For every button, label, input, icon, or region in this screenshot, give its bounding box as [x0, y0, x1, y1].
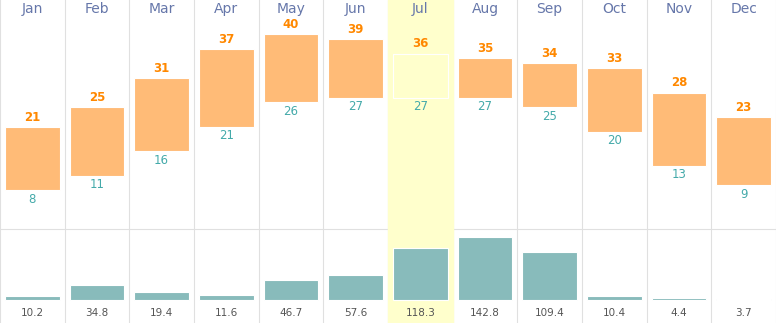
Text: Oct: Oct	[602, 2, 626, 16]
Text: Sep: Sep	[537, 2, 563, 16]
Text: 4.4: 4.4	[670, 308, 688, 318]
Text: 109.4: 109.4	[535, 308, 565, 318]
Bar	[393, 248, 448, 300]
Bar	[264, 280, 318, 300]
Text: 46.7: 46.7	[279, 308, 303, 318]
Text: Jan: Jan	[22, 2, 43, 16]
Text: 27: 27	[413, 100, 428, 113]
Text: 33: 33	[606, 52, 622, 65]
Text: 23: 23	[736, 101, 752, 114]
Text: May: May	[276, 2, 306, 16]
Text: Dec: Dec	[730, 2, 757, 16]
Text: 13: 13	[671, 169, 687, 182]
Text: 11: 11	[89, 178, 105, 191]
Bar	[716, 117, 771, 185]
Bar	[264, 34, 318, 102]
Bar	[199, 295, 254, 300]
Bar	[5, 127, 60, 190]
Bar	[328, 39, 383, 98]
Text: 11.6: 11.6	[215, 308, 238, 318]
Text: Mar: Mar	[148, 2, 175, 16]
Bar	[134, 292, 189, 300]
Bar	[652, 93, 706, 166]
Text: 34.8: 34.8	[85, 308, 109, 318]
Text: 40: 40	[282, 18, 300, 31]
Text: Aug: Aug	[472, 2, 498, 16]
Text: Apr: Apr	[214, 2, 238, 16]
Text: 35: 35	[476, 42, 494, 55]
Text: 57.6: 57.6	[344, 308, 367, 318]
Text: 3.7: 3.7	[736, 308, 752, 318]
Text: Jun: Jun	[345, 2, 366, 16]
Bar	[134, 78, 189, 151]
Bar	[328, 275, 383, 300]
Text: 31: 31	[154, 62, 170, 75]
Text: 36: 36	[412, 37, 428, 50]
Bar	[587, 296, 642, 300]
Text: 28: 28	[670, 77, 688, 89]
Text: 21: 21	[24, 110, 40, 124]
Text: 8: 8	[29, 193, 36, 206]
Text: Jul: Jul	[412, 2, 428, 16]
Bar	[652, 298, 706, 300]
Text: 19.4: 19.4	[150, 308, 173, 318]
Text: 142.8: 142.8	[470, 308, 500, 318]
Text: Feb: Feb	[85, 2, 109, 16]
Text: 26: 26	[283, 105, 299, 118]
Text: 21: 21	[219, 130, 234, 142]
Bar	[199, 49, 254, 127]
Bar	[522, 252, 577, 300]
Text: 10.4: 10.4	[603, 308, 626, 318]
Text: 20: 20	[607, 134, 622, 147]
Bar	[587, 68, 642, 132]
Text: 25: 25	[542, 110, 557, 123]
Text: 10.2: 10.2	[21, 308, 44, 318]
Bar	[458, 237, 512, 300]
Bar	[458, 58, 512, 98]
Bar	[5, 296, 60, 300]
Bar	[70, 107, 124, 176]
Bar	[70, 285, 124, 300]
Text: 9: 9	[740, 188, 747, 201]
Bar	[393, 54, 448, 98]
Text: 27: 27	[348, 100, 363, 113]
Text: Nov: Nov	[666, 2, 692, 16]
Text: 39: 39	[348, 23, 364, 36]
Bar	[716, 299, 771, 300]
Text: 118.3: 118.3	[405, 308, 435, 318]
Bar	[522, 63, 577, 107]
Text: 16: 16	[154, 154, 169, 167]
Text: 25: 25	[88, 91, 106, 104]
Text: 34: 34	[542, 47, 558, 60]
Text: 37: 37	[218, 33, 234, 46]
Text: 27: 27	[477, 100, 493, 113]
